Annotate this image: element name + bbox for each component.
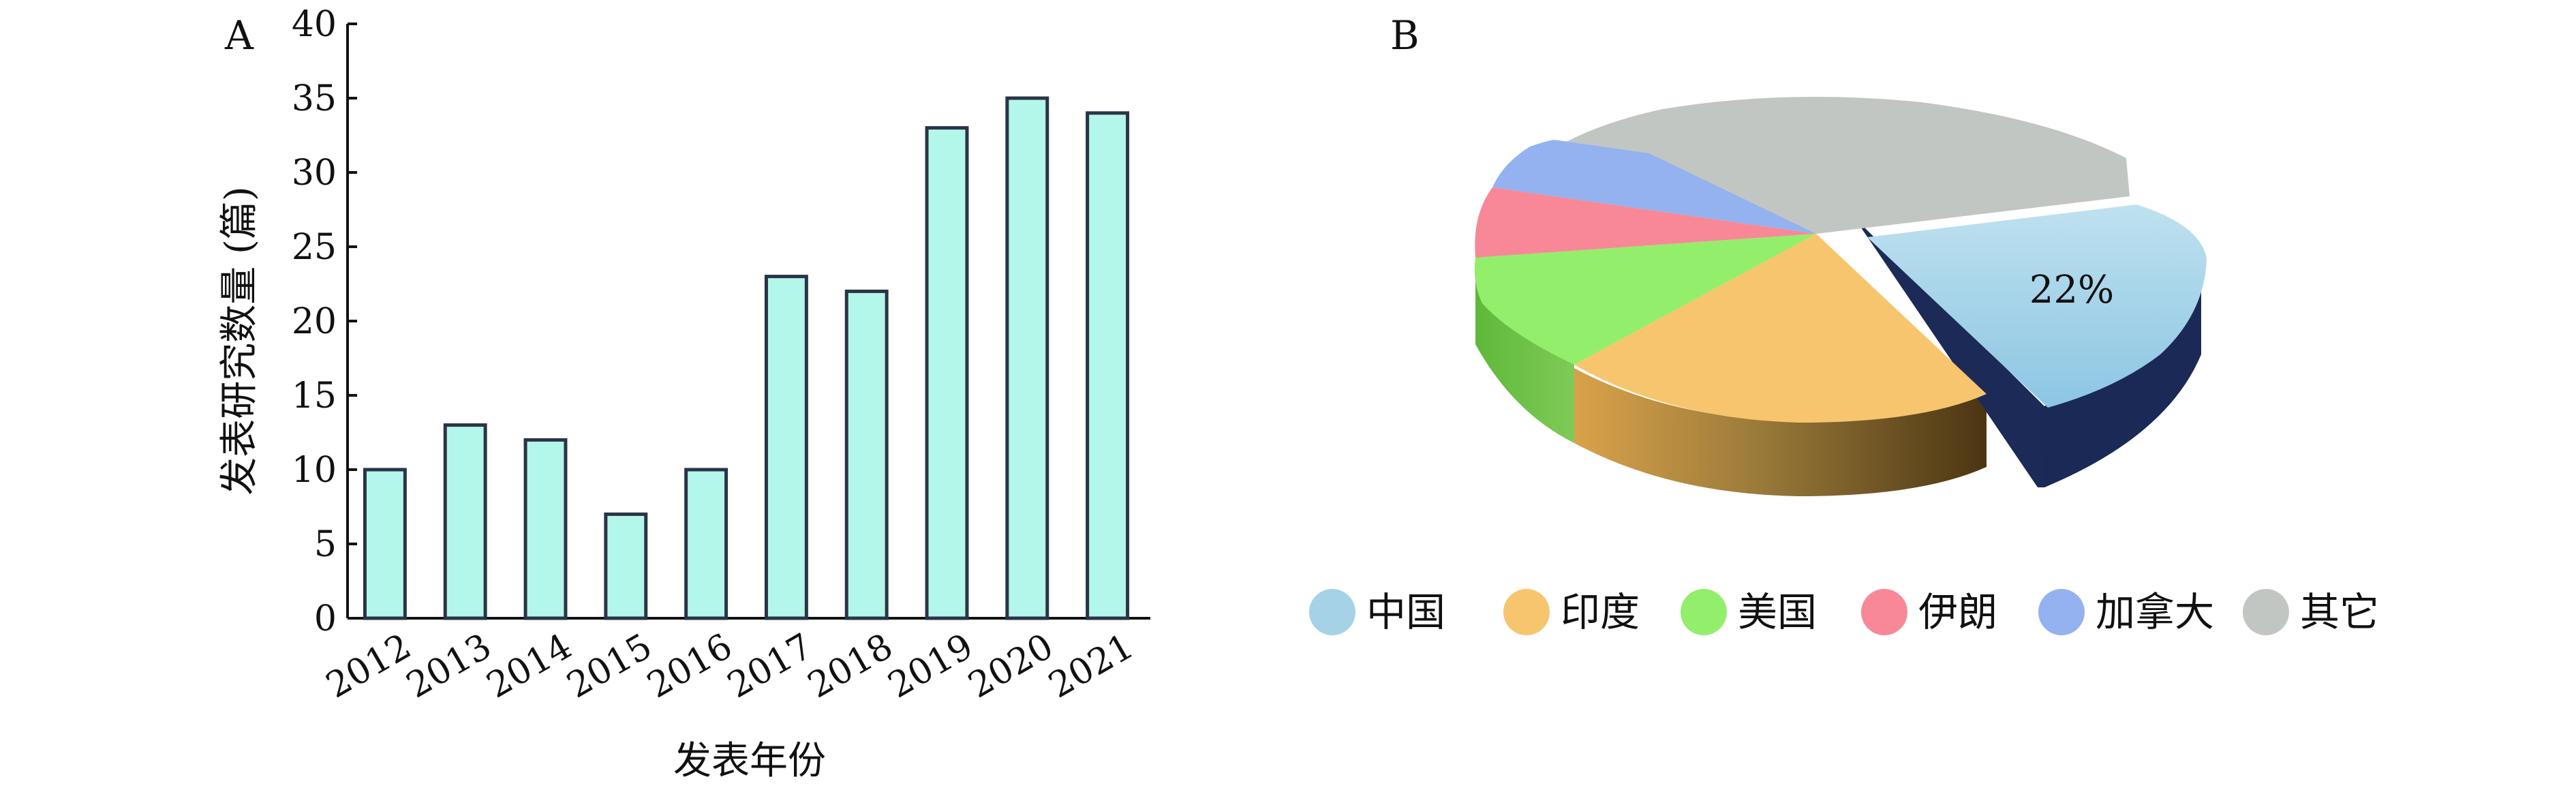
pie-slice-iran	[1475, 187, 1816, 258]
legend-label: 加拿大	[2096, 589, 2214, 635]
legend-swatch	[1681, 589, 1727, 635]
bar-2019	[925, 126, 969, 620]
y-tick-label: 10	[292, 450, 337, 491]
bar-2014	[523, 438, 568, 620]
y-axis-ticks: 0 5 10 15 20 25 30 35 40	[292, 4, 357, 639]
legend-label: 美国	[1738, 589, 1817, 635]
x-axis-title: 发表年份	[673, 739, 826, 783]
legend-item: 印度	[1503, 589, 1640, 635]
y-tick-label: 30	[292, 153, 337, 194]
legend-item: 中国	[1309, 589, 1445, 635]
pie-slice-china	[1867, 204, 2207, 408]
y-tick-label: 25	[292, 227, 337, 268]
pie-slice-side-usa	[1475, 285, 1574, 443]
x-tick-label: 2018	[801, 626, 900, 706]
legend-label: 中国	[1366, 589, 1445, 635]
y-axis-title: 发表研究数量 (篇)	[217, 186, 262, 496]
legend-label: 其它	[2300, 589, 2379, 635]
x-tick-label: 2021	[1042, 626, 1141, 706]
bar-chart: A 0 5 10 15 20 25 30 35 40 201220132014201520162…	[217, 4, 1150, 783]
x-tick-label: 2020	[962, 626, 1060, 706]
bar-2016	[684, 468, 729, 620]
legend-item: 其它	[2243, 589, 2379, 635]
bar-2018	[844, 289, 889, 620]
y-tick-label: 5	[314, 524, 337, 565]
bar-2015	[604, 512, 648, 620]
y-tick-label: 20	[292, 301, 337, 342]
x-tick-label: 2017	[721, 626, 820, 706]
y-tick-label: 40	[292, 4, 337, 45]
pie-slice-india	[1574, 234, 1987, 423]
bar-2017	[764, 275, 808, 620]
legend-label: 印度	[1561, 589, 1640, 635]
pie-slice-side-india	[1574, 368, 1987, 496]
x-tick-label: 2016	[641, 626, 739, 706]
legend-swatch	[1503, 589, 1550, 635]
x-tick-label: 2015	[560, 626, 659, 706]
legend: 中国 印度 美国 伊朗 加拿大 其它	[1309, 589, 2379, 635]
bar-2013	[443, 423, 487, 620]
legend-swatch	[2243, 589, 2289, 635]
x-tick-label: 2014	[480, 626, 579, 706]
panel-label-a: A	[224, 12, 254, 59]
bars	[363, 96, 1130, 620]
bar-2021	[1086, 111, 1130, 620]
legend-swatch	[2038, 589, 2085, 635]
x-tick-label: 2013	[400, 626, 499, 706]
y-tick-label: 15	[292, 376, 337, 416]
pie-slice-side-china-front	[2041, 279, 2201, 487]
y-tick-label: 0	[314, 598, 337, 639]
pie-chart: B 22% 中国 印度 美国 伊朗 加拿大 其它	[1309, 12, 2379, 635]
pie-slice-usa	[1474, 234, 1816, 365]
legend-item: 加拿大	[2038, 589, 2214, 635]
bar-2020	[1005, 96, 1049, 620]
legend-item: 美国	[1681, 589, 1817, 635]
legend-swatch	[1861, 589, 1907, 635]
data-label-china: 22%	[2029, 268, 2114, 312]
legend-item: 伊朗	[1861, 589, 1997, 635]
pie-slice-canada	[1492, 140, 1816, 234]
legend-swatch	[1309, 589, 1355, 635]
y-tick-label: 35	[292, 78, 337, 119]
bar-2012	[363, 468, 407, 620]
panel-label-b: B	[1390, 12, 1420, 59]
legend-label: 伊朗	[1918, 589, 1997, 635]
x-tick-label: 2019	[881, 626, 980, 706]
